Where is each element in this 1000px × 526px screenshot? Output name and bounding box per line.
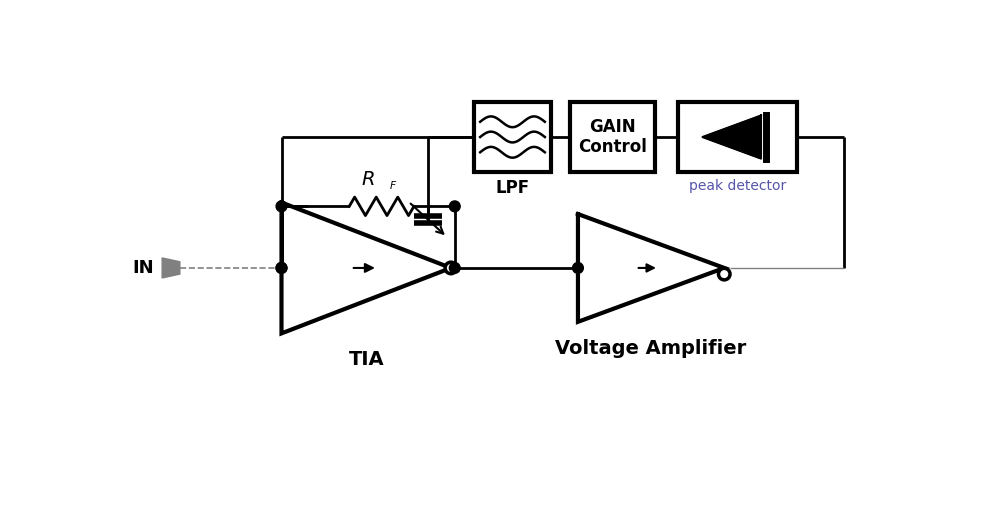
Text: LPF: LPF [495, 179, 530, 197]
Text: IN: IN [133, 259, 154, 277]
Circle shape [718, 268, 730, 280]
Circle shape [445, 262, 457, 274]
Text: peak detector: peak detector [689, 179, 786, 194]
Circle shape [276, 262, 287, 274]
Polygon shape [162, 258, 180, 278]
Circle shape [276, 262, 287, 274]
FancyBboxPatch shape [474, 103, 551, 171]
Text: $R$: $R$ [361, 170, 375, 189]
Text: $_F$: $_F$ [389, 177, 398, 191]
Circle shape [449, 262, 460, 274]
Circle shape [573, 262, 583, 274]
FancyBboxPatch shape [570, 103, 655, 171]
Circle shape [449, 201, 460, 212]
Text: GAIN: GAIN [589, 118, 636, 136]
Polygon shape [702, 116, 761, 159]
Text: TIA: TIA [348, 350, 384, 369]
FancyBboxPatch shape [678, 103, 797, 171]
Text: Voltage Amplifier: Voltage Amplifier [555, 339, 747, 358]
Circle shape [276, 201, 287, 212]
Text: Control: Control [578, 138, 647, 156]
